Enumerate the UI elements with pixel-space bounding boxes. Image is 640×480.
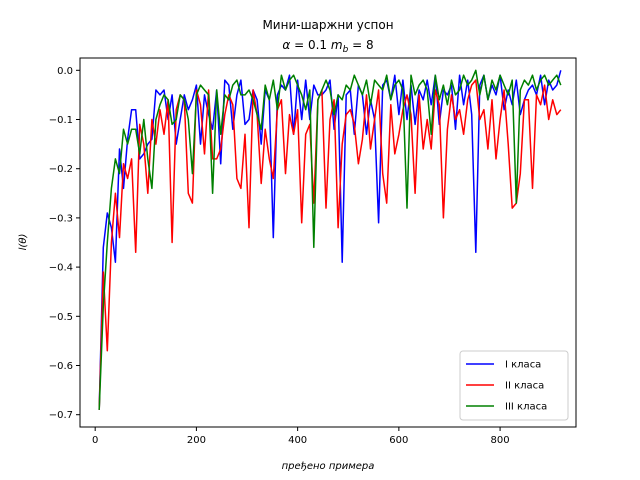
legend-label-3: III класа xyxy=(505,402,547,413)
plot-lines xyxy=(98,69,562,410)
y-tick-label: −0.5 xyxy=(49,312,73,323)
subtitle-m: m xyxy=(331,38,343,52)
legend-box xyxy=(459,350,569,421)
plot-frame xyxy=(79,57,577,428)
x-tick-label: 0 xyxy=(92,435,98,446)
y-axis-label: l(θ) xyxy=(18,234,29,251)
x-tick-label: 200 xyxy=(187,435,206,446)
series-line-3 xyxy=(98,69,562,410)
legend-label-1: I класа xyxy=(505,360,541,371)
y-tick-label: −0.6 xyxy=(49,361,73,372)
legend-label-2: II класа xyxy=(505,381,544,392)
subtitle-eq2: = 8 xyxy=(348,38,373,52)
x-tick-label: 600 xyxy=(389,435,408,446)
x-tick-label: 800 xyxy=(491,435,510,446)
subtitle-eq1: = 0.1 xyxy=(290,38,331,52)
chart-title: Мини-шаржни успон xyxy=(262,18,393,32)
legend: I класа II класа III класа xyxy=(459,350,569,421)
x-tick-label: 400 xyxy=(288,435,307,446)
y-tick-label: −0.1 xyxy=(49,115,73,126)
subtitle-alpha: α xyxy=(282,38,290,52)
series-line-2 xyxy=(98,79,562,410)
y-tick-label: −0.7 xyxy=(49,410,73,421)
x-axis-label: пређено примера xyxy=(282,461,375,472)
chart-subtitle: α = 0.1 mb = 8 xyxy=(282,38,373,55)
axis-ticks: 0 200 400 600 800 0.0 −0.1 −0.2 −0.3 −0.4 −0.5 −0.6… xyxy=(49,66,510,446)
subtitle-b: b xyxy=(343,45,349,55)
y-tick-label: −0.3 xyxy=(49,213,73,224)
y-tick-label: −0.2 xyxy=(49,164,73,175)
y-tick-label: 0.0 xyxy=(57,66,73,77)
y-tick-label: −0.4 xyxy=(49,263,73,274)
